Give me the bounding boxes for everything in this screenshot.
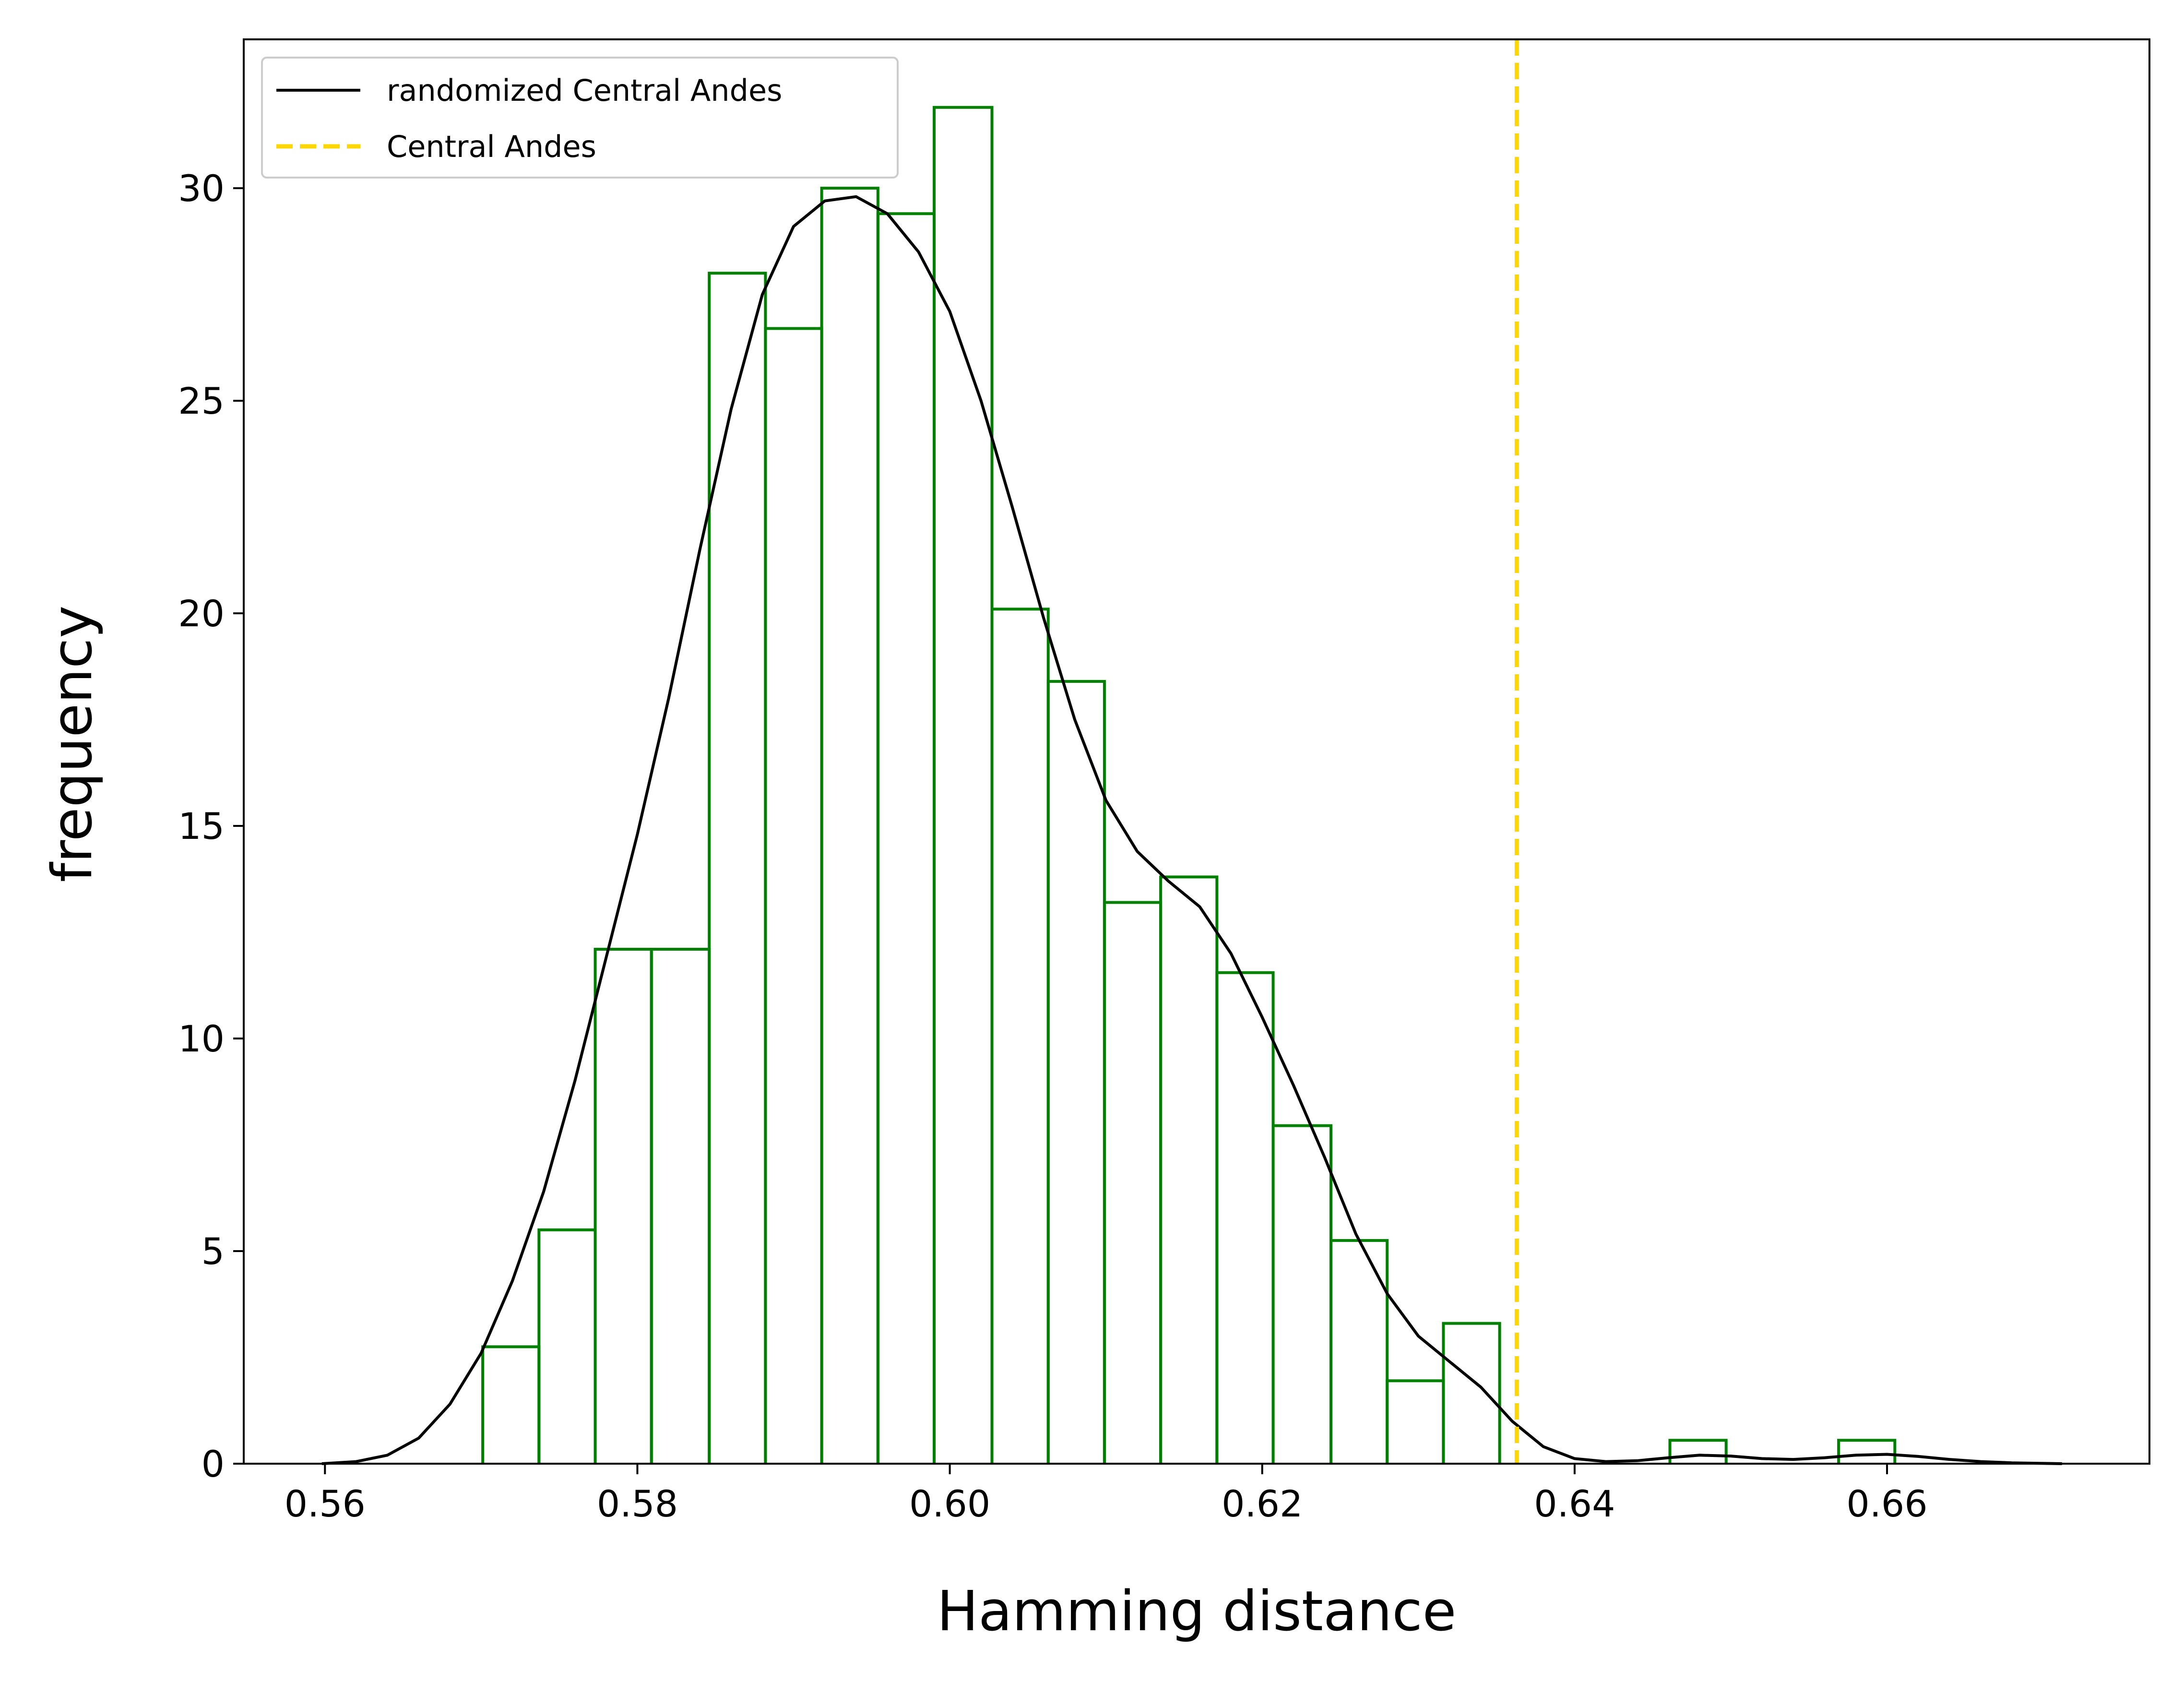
x-tick-label: 0.64 [1534,1482,1615,1525]
histogram-bar [1668,1439,1728,1464]
legend-label: randomized Central Andes [387,73,782,108]
y-tick-label: 5 [202,1230,225,1273]
legend-box [261,57,899,179]
kde-curve [321,195,2062,1465]
x-tick-label: 0.62 [1222,1482,1303,1525]
legend: randomized Central Andes Central Andes [261,57,899,179]
y-tick-label: 25 [178,380,225,422]
plot-frame [243,38,2150,1465]
x-tick-label: 0.66 [1846,1482,1927,1525]
x-tick-label: 0.58 [597,1482,678,1525]
axis-ticks: 0.56 0.58 0.60 0.62 0.64 0.66 0 5 10 15 20 25 30 [178,167,1927,1525]
legend-label: Central Andes [387,129,596,164]
x-axis-label: Hamming distance [937,1579,1457,1644]
y-tick-label: 0 [202,1443,225,1485]
histogram-bar [1442,1322,1501,1464]
x-tick-label: 0.60 [909,1482,990,1525]
y-axis-label: frequency [40,606,105,883]
x-tick-label: 0.56 [285,1482,366,1525]
histogram-bar [1837,1439,1897,1464]
y-tick-label: 10 [178,1017,225,1060]
plot-area [243,38,2150,1465]
y-tick-label: 30 [178,167,225,210]
y-tick-label: 20 [178,592,225,635]
y-tick-label: 15 [178,805,225,847]
